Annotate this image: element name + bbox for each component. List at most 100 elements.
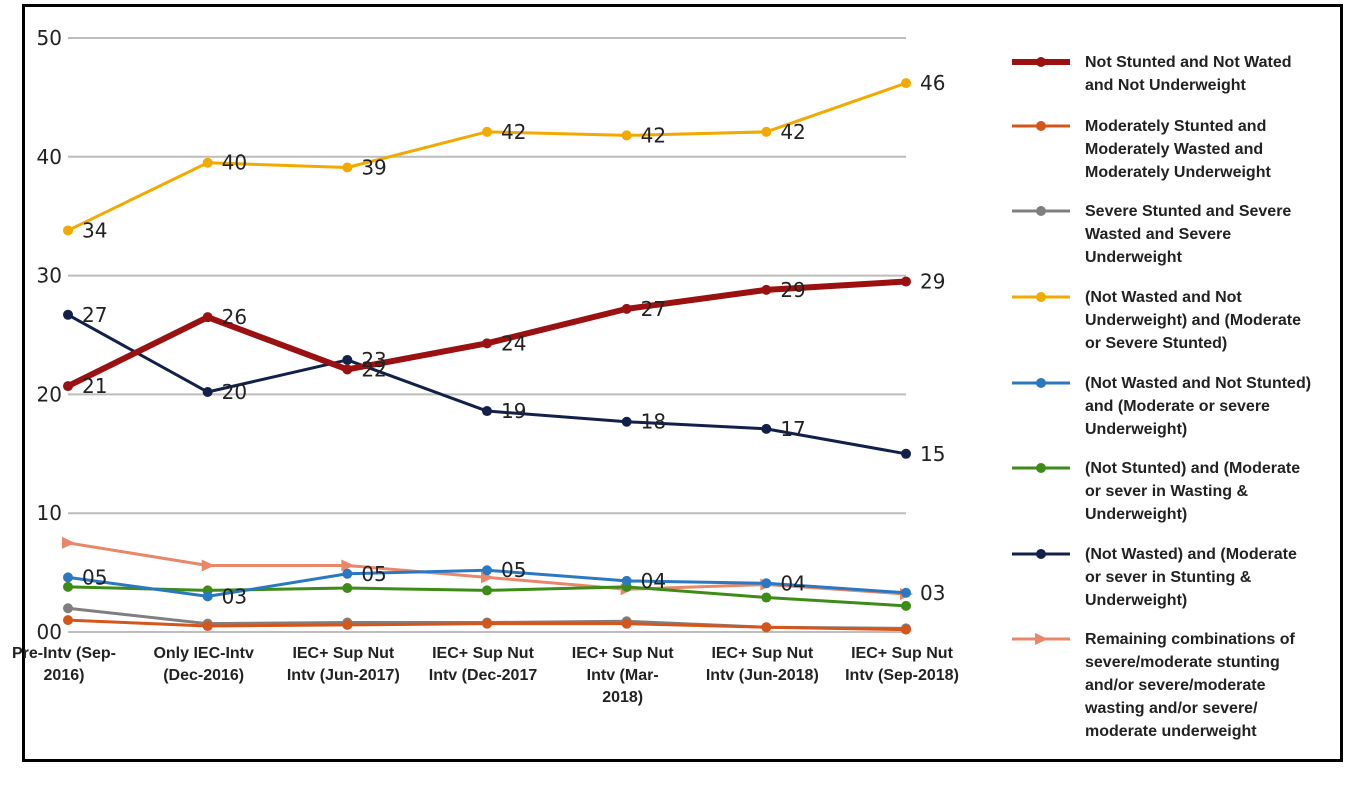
- y-tick-label: 40: [37, 145, 62, 169]
- x-axis-category-labels: Pre-Intv (Sep-2016) Only IEC-Intv (Dec-201…: [12, 645, 959, 706]
- data-point: [761, 578, 772, 589]
- data-label: 03: [920, 581, 945, 605]
- data-point: [901, 624, 911, 635]
- data-point: [482, 126, 492, 137]
- data-label: 24: [501, 331, 526, 355]
- legend-item: Severe Stunted and Severe Wasted and Seve…: [1012, 203, 1291, 266]
- data-point: [63, 615, 73, 626]
- data-point: [901, 448, 911, 459]
- data-point: [901, 587, 911, 598]
- data-label: 40: [222, 151, 247, 175]
- data-point: [482, 618, 492, 629]
- legend-label: (Not Wasted and Not Underweight) and (Mod…: [1085, 289, 1301, 352]
- data-point: [482, 585, 492, 596]
- legend-label: Remaining combinations of severe/moderate…: [1084, 631, 1295, 740]
- data-label: 42: [780, 120, 805, 144]
- data-point: [202, 621, 213, 632]
- data-label: 17: [780, 417, 805, 441]
- data-label: 34: [82, 218, 107, 242]
- legend-swatch-marker: [1036, 121, 1046, 131]
- data-point: [342, 568, 353, 579]
- legend-item: Not Stunted and Not Wated and Not Underwe…: [1012, 54, 1292, 94]
- data-point: [482, 565, 492, 576]
- data-label: 39: [361, 155, 386, 179]
- x-category-label: IEC+ Sup Nut Intv (Jun-2017): [287, 645, 400, 684]
- legend-item: (Not Wasted and Not Underweight) and (Mod…: [1012, 289, 1301, 352]
- x-category-label: Pre-Intv (Sep-2016): [12, 645, 116, 684]
- legend-item: Moderately Stunted and Moderately Wasted …: [1012, 118, 1271, 181]
- data-label: 29: [920, 270, 945, 294]
- y-axis-tick-labels: 00 10 20 30 40 50: [37, 26, 62, 644]
- legend-item: (Not Wasted) and (Moderate or sever in St…: [1012, 546, 1297, 609]
- data-point: [621, 416, 632, 427]
- data-point: [63, 572, 73, 583]
- data-point: [342, 583, 353, 594]
- legend-label: (Not Wasted) and (Moderate or sever in St…: [1085, 546, 1297, 609]
- data-label: 21: [82, 374, 107, 398]
- data-point: [202, 157, 213, 168]
- data-label: 26: [222, 305, 247, 329]
- data-label: 19: [501, 399, 526, 423]
- y-tick-label: 20: [37, 382, 62, 406]
- legend-label: (Not Stunted) and (Moderate or sever in W…: [1085, 460, 1300, 523]
- legend-swatch-marker: [1036, 378, 1046, 388]
- data-label: 22: [361, 357, 386, 381]
- legend-item: (Not Stunted) and (Moderate or sever in W…: [1012, 460, 1300, 523]
- y-tick-label: 00: [37, 620, 62, 644]
- series-4: [63, 78, 911, 236]
- series-6: [63, 581, 911, 611]
- legend-label: (Not Wasted and Not Stunted) and (Moderat…: [1085, 375, 1311, 438]
- y-tick-label: 30: [37, 264, 62, 288]
- legend-label: Not Stunted and Not Wated and Not Underwe…: [1085, 54, 1292, 94]
- x-category-label: IEC+ Sup Nut Intv (Dec-2017: [429, 645, 538, 684]
- data-label: 20: [222, 380, 247, 404]
- y-tick-label: 50: [37, 26, 62, 50]
- series-lines: [62, 78, 913, 635]
- legend-swatch-marker: [1036, 206, 1046, 216]
- x-category-label: IEC+ Sup Nut Intv (Jun-2018): [706, 645, 819, 684]
- data-point: [761, 126, 772, 137]
- data-label: 27: [641, 297, 666, 321]
- data-point: [342, 354, 353, 365]
- x-category-label: IEC+ Sup Nut Intv (Mar-2018): [572, 645, 674, 706]
- legend-swatch-marker: [1036, 549, 1046, 559]
- data-label: 42: [641, 123, 666, 147]
- data-point: [63, 603, 73, 614]
- data-point: [482, 406, 492, 417]
- data-point: [63, 225, 73, 236]
- data-point: [901, 600, 911, 611]
- legend-swatch-marker: [1036, 57, 1046, 67]
- data-point: [761, 284, 772, 295]
- legend-item: (Not Wasted and Not Stunted) and (Moderat…: [1012, 375, 1311, 438]
- data-point: [63, 309, 73, 320]
- data-label: 23: [361, 348, 386, 372]
- legend-item: Remaining combinations of severe/moderate…: [1012, 631, 1295, 740]
- series-7: [63, 309, 911, 459]
- data-label: 42: [501, 120, 526, 144]
- y-tick-label: 10: [37, 501, 62, 525]
- series-1: [63, 276, 911, 392]
- series-2: [63, 615, 911, 635]
- data-point: [202, 312, 213, 323]
- data-point: [63, 581, 73, 592]
- data-point: [63, 381, 73, 392]
- data-label: 05: [361, 562, 386, 586]
- data-point: [62, 536, 75, 549]
- legend-label: Moderately Stunted and Moderately Wasted …: [1085, 118, 1271, 181]
- data-point: [761, 423, 772, 434]
- data-label: 27: [82, 303, 107, 327]
- data-point: [621, 130, 632, 141]
- series-5: [63, 565, 911, 602]
- data-labels: 21 26 22 24 27 29 29 34 40 39 42 42 42 46 05 03 05 05 04 04…: [82, 71, 945, 608]
- data-point: [901, 276, 911, 287]
- data-point: [202, 387, 213, 398]
- data-label: 46: [920, 71, 945, 95]
- data-point: [342, 619, 353, 630]
- data-point: [621, 303, 632, 314]
- data-point: [201, 559, 215, 572]
- data-point: [901, 78, 911, 89]
- x-category-label: Only IEC-Intv (Dec-2016): [153, 645, 254, 684]
- data-point: [341, 559, 355, 572]
- data-point: [202, 591, 213, 602]
